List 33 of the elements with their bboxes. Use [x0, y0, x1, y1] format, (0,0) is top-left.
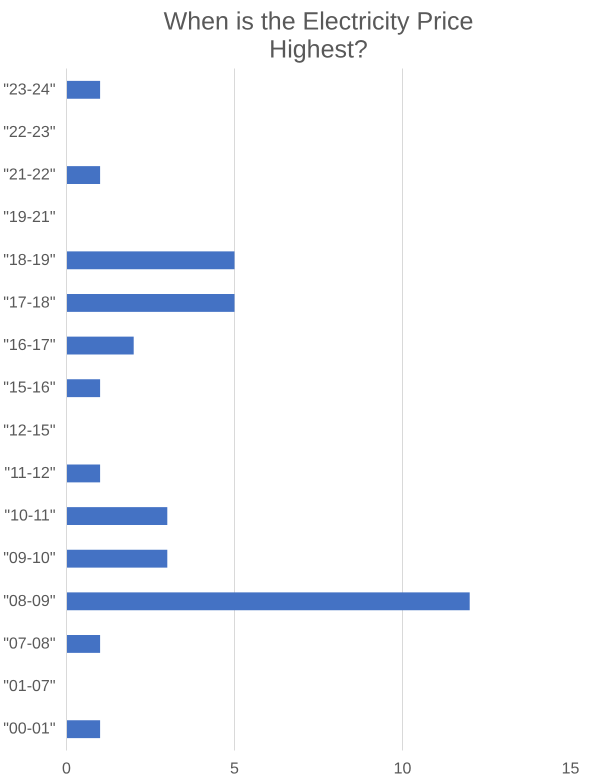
y-tick-label: "18-19" [3, 252, 56, 269]
y-tick-label: "21-22" [3, 166, 56, 184]
y-tick-label: "23-24" [3, 81, 56, 98]
bar [66, 379, 100, 398]
bar [66, 251, 234, 270]
bar [66, 336, 134, 355]
y-tick-label: "19-21" [3, 209, 56, 226]
y-tick-label: "09-10" [3, 550, 56, 568]
bar [66, 634, 100, 653]
bar [66, 80, 100, 99]
x-tick-label: 15 [562, 760, 580, 778]
y-tick-label: "01-07" [3, 678, 56, 696]
bar [66, 464, 100, 482]
bar [66, 550, 168, 568]
bar [66, 166, 100, 184]
x-tick-label: 10 [394, 760, 412, 778]
y-tick-label: "22-23" [3, 124, 56, 141]
y-tick-label: "10-11" [4, 508, 56, 525]
y-tick-label: "07-08" [3, 635, 56, 652]
x-tick-label: 5 [230, 760, 240, 778]
bar [66, 592, 470, 610]
bar [66, 720, 100, 738]
y-tick-label: "16-17" [3, 337, 56, 354]
chart-title: When is the Electricity Price Highest? [164, 8, 474, 64]
bar [66, 294, 234, 312]
y-tick-label: "08-09" [3, 592, 56, 610]
y-tick-label: "12-15" [3, 422, 56, 440]
y-tick-label: "00-01" [3, 720, 56, 738]
y-tick-label: "11-12" [4, 464, 56, 482]
y-tick-label: "17-18" [3, 294, 56, 312]
y-tick-label: "15-16" [3, 380, 56, 397]
bar [66, 507, 168, 526]
x-tick-label: 0 [62, 760, 72, 778]
